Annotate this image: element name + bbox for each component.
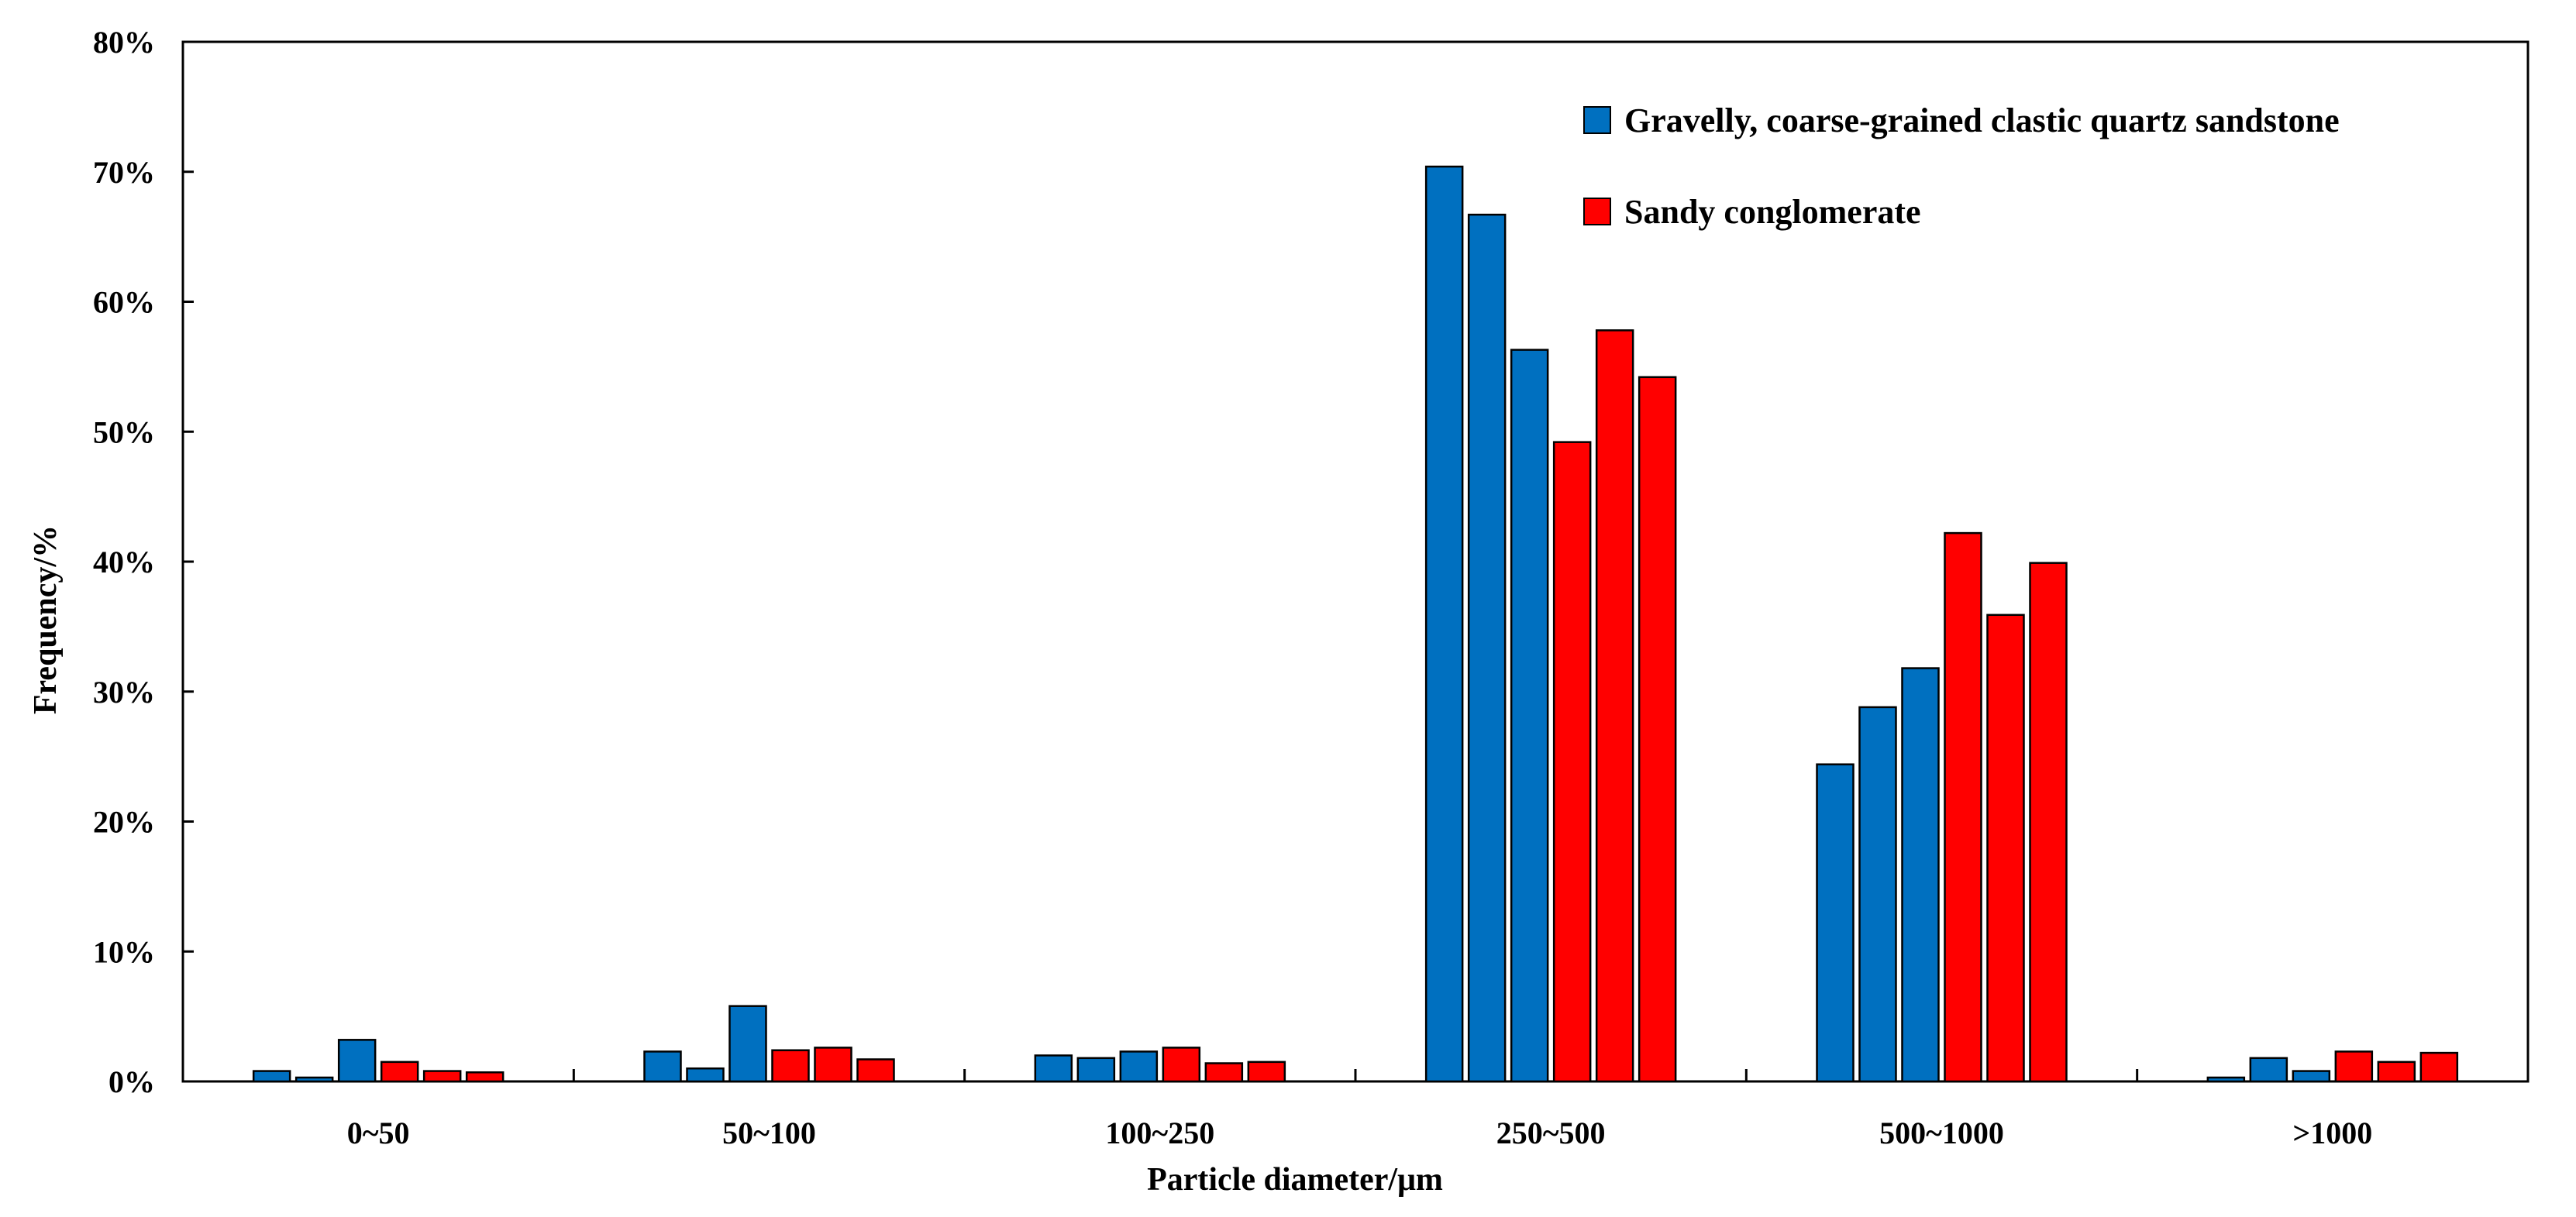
bar-sandstone — [686, 1067, 725, 1083]
bar-conglomerate — [422, 1070, 462, 1083]
legend-swatch-conglomerate — [1583, 198, 1611, 225]
bar-sandstone — [1424, 165, 1464, 1083]
bar-conglomerate — [2419, 1051, 2459, 1083]
bars — [252, 165, 2459, 1083]
bar-sandstone — [337, 1039, 377, 1083]
x-tick-label: 100~250 — [1105, 1116, 1214, 1150]
bar-sandstone — [2292, 1070, 2331, 1083]
x-axis-title: Particle diameter/μm — [1147, 1162, 1443, 1198]
bar-sandstone — [1034, 1054, 1073, 1083]
legend-swatch-sandstone — [1583, 106, 1611, 134]
bar-conglomerate — [2334, 1050, 2374, 1083]
bar-conglomerate — [1944, 531, 1982, 1083]
y-tick-label: 0% — [108, 1064, 155, 1099]
y-tick-label: 40% — [93, 545, 155, 579]
bar-sandstone — [1467, 213, 1507, 1083]
x-tick-label: 50~100 — [722, 1116, 816, 1150]
bar-sandstone — [2249, 1057, 2288, 1083]
bar-sandstone — [1858, 706, 1897, 1083]
y-axis: 0% 10% 20% 30% 40% 50% 60% 70% 80% — [93, 25, 194, 1099]
y-axis-title: Frequency/% — [28, 525, 64, 714]
bar-sandstone — [643, 1050, 682, 1083]
bar-conglomerate — [2029, 562, 2068, 1083]
bar-sandstone — [252, 1070, 291, 1083]
legend-label-sandstone: Gravelly, coarse-grained clastic quartz … — [1624, 101, 2340, 139]
bar-sandstone — [1510, 349, 1549, 1083]
bar-conglomerate — [465, 1071, 505, 1083]
y-tick-label: 80% — [93, 25, 155, 60]
bar-conglomerate — [1247, 1061, 1286, 1083]
bar-sandstone — [2206, 1076, 2246, 1083]
bar-sandstone — [1076, 1057, 1116, 1083]
x-axis: 0~50 50~100 100~250 250~500 500~1000 >1000 — [347, 1069, 2372, 1150]
bar-conglomerate — [2377, 1061, 2416, 1083]
y-tick-label: 10% — [93, 934, 155, 969]
y-tick-label: 60% — [93, 285, 155, 320]
bar-conglomerate — [771, 1049, 810, 1083]
plot-area — [181, 40, 2530, 1083]
x-tick-label: 0~50 — [347, 1116, 410, 1150]
bar-sandstone — [294, 1076, 334, 1083]
bar-sandstone — [728, 1005, 767, 1083]
x-tick-label: >1000 — [2292, 1116, 2372, 1150]
y-tick-label: 20% — [93, 805, 155, 840]
bar-conglomerate — [1204, 1062, 1244, 1083]
x-tick-label: 500~1000 — [1879, 1116, 2004, 1150]
bar-conglomerate — [1552, 441, 1592, 1083]
bar-conglomerate — [1638, 376, 1677, 1083]
bar-conglomerate — [380, 1061, 419, 1083]
legend-label-conglomerate: Sandy conglomerate — [1624, 193, 1921, 231]
bar-conglomerate — [1986, 614, 2025, 1083]
y-tick-label: 50% — [93, 414, 155, 449]
legend: Gravelly, coarse-grained clastic quartz … — [1583, 101, 2340, 231]
bar-conglomerate — [814, 1047, 852, 1083]
bar-sandstone — [1901, 667, 1940, 1083]
legend-item-conglomerate: Sandy conglomerate — [1583, 193, 1921, 231]
y-tick-label: 70% — [93, 155, 155, 190]
bar-conglomerate — [856, 1058, 895, 1083]
y-tick-label: 30% — [93, 675, 155, 710]
legend-item-sandstone: Gravelly, coarse-grained clastic quartz … — [1583, 101, 2340, 139]
bar-conglomerate — [1162, 1047, 1201, 1083]
bar-sandstone — [1119, 1050, 1159, 1083]
bar-sandstone — [1816, 763, 1855, 1083]
bar-conglomerate — [1595, 329, 1634, 1083]
x-tick-label: 250~500 — [1496, 1116, 1606, 1150]
